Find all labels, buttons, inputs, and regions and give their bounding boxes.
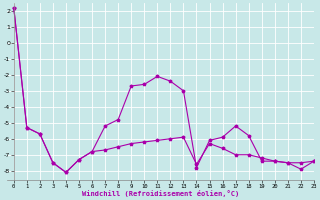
X-axis label: Windchill (Refroidissement éolien,°C): Windchill (Refroidissement éolien,°C) [82, 190, 239, 197]
